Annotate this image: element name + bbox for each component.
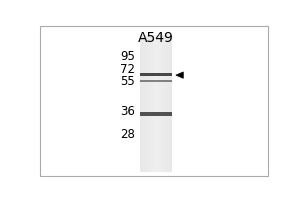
FancyBboxPatch shape — [159, 35, 161, 172]
FancyBboxPatch shape — [145, 35, 146, 172]
FancyBboxPatch shape — [156, 35, 158, 172]
Text: 36: 36 — [120, 105, 135, 118]
FancyBboxPatch shape — [150, 35, 151, 172]
FancyBboxPatch shape — [140, 73, 172, 76]
FancyBboxPatch shape — [140, 80, 172, 82]
FancyBboxPatch shape — [146, 35, 148, 172]
FancyBboxPatch shape — [140, 35, 172, 172]
Text: 28: 28 — [120, 128, 135, 141]
FancyBboxPatch shape — [143, 35, 145, 172]
FancyBboxPatch shape — [167, 35, 169, 172]
FancyBboxPatch shape — [163, 35, 164, 172]
FancyBboxPatch shape — [148, 35, 150, 172]
FancyBboxPatch shape — [154, 35, 156, 172]
Text: 55: 55 — [120, 75, 135, 88]
Polygon shape — [176, 72, 183, 78]
Text: 95: 95 — [120, 50, 135, 63]
FancyBboxPatch shape — [164, 35, 166, 172]
FancyBboxPatch shape — [153, 35, 154, 172]
FancyBboxPatch shape — [158, 35, 159, 172]
Text: A549: A549 — [138, 31, 173, 45]
Text: 72: 72 — [120, 63, 135, 76]
FancyBboxPatch shape — [140, 112, 172, 116]
FancyBboxPatch shape — [151, 35, 153, 172]
FancyBboxPatch shape — [169, 35, 171, 172]
FancyBboxPatch shape — [166, 35, 167, 172]
FancyBboxPatch shape — [161, 35, 163, 172]
